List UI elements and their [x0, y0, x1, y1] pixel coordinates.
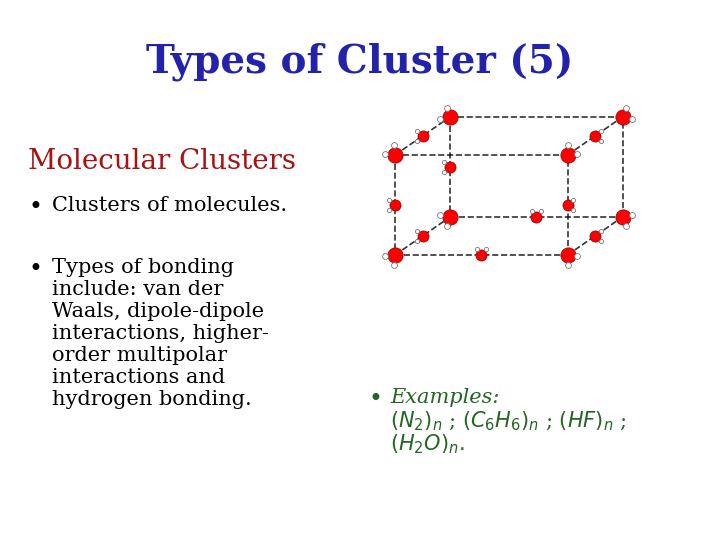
- Text: •: •: [28, 196, 42, 219]
- Text: $(N_2)_n$ ; $(C_6H_6)_n$ ; $(HF)_n$ ;: $(N_2)_n$ ; $(C_6H_6)_n$ ; $(HF)_n$ ;: [390, 410, 626, 433]
- Text: Molecular Clusters: Molecular Clusters: [28, 148, 296, 175]
- Text: Types of bonding: Types of bonding: [52, 258, 234, 277]
- Text: Examples:: Examples:: [390, 388, 506, 407]
- Text: interactions and: interactions and: [52, 368, 225, 387]
- Text: hydrogen bonding.: hydrogen bonding.: [52, 390, 252, 409]
- Text: Clusters of molecules.: Clusters of molecules.: [52, 196, 287, 215]
- Text: Types of Cluster (5): Types of Cluster (5): [146, 43, 574, 81]
- Text: •: •: [28, 258, 42, 281]
- Text: $(H_2O)_n.$: $(H_2O)_n.$: [390, 432, 464, 456]
- Text: Waals, dipole-dipole: Waals, dipole-dipole: [52, 302, 264, 321]
- Text: include: van der: include: van der: [52, 280, 223, 299]
- Text: order multipolar: order multipolar: [52, 346, 227, 365]
- Text: interactions, higher-: interactions, higher-: [52, 324, 269, 343]
- Text: •: •: [368, 388, 382, 411]
